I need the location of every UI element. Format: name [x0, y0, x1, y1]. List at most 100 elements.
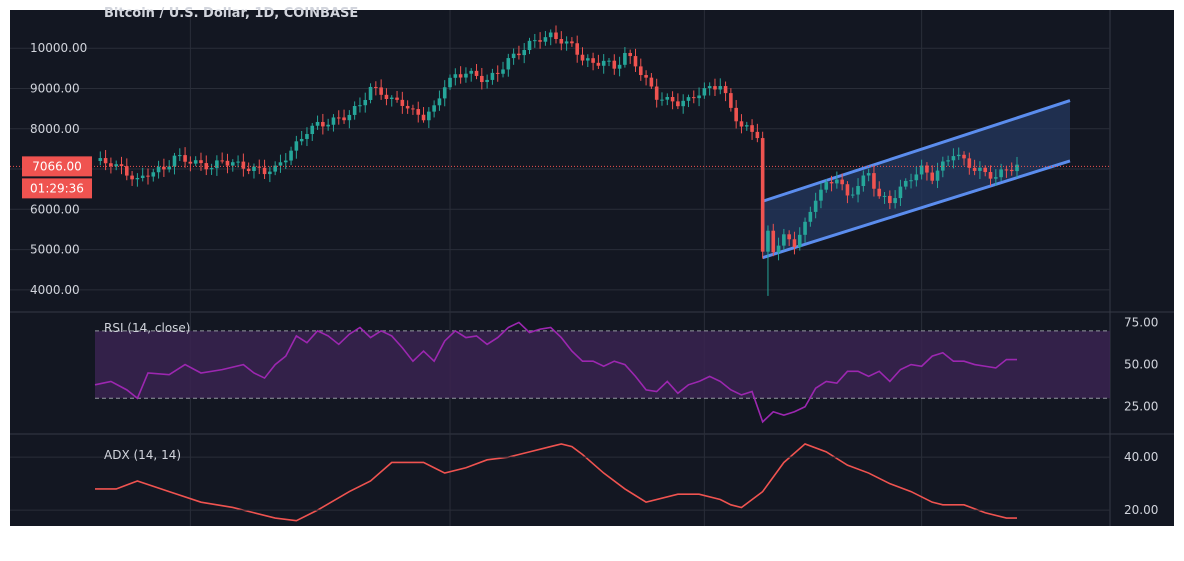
candle — [898, 179, 903, 206]
candle — [543, 31, 548, 46]
candle — [533, 33, 537, 48]
rsi-tick-label: 75.00 — [1124, 315, 1158, 329]
candle — [1009, 162, 1014, 176]
candle-body — [268, 171, 272, 175]
candle — [580, 47, 585, 66]
chart-title: Bitcoin / U.S. Dollar, 1D, COINBASE — [104, 6, 358, 21]
candle-body — [305, 134, 309, 139]
last-price-tag — [22, 156, 92, 177]
adx-tick-label: 20.00 — [1124, 503, 1158, 517]
candle-body — [840, 179, 844, 185]
candle-body — [225, 160, 230, 166]
candle — [702, 82, 707, 99]
candle — [808, 206, 813, 227]
rsi-line — [94, 321, 1018, 424]
candle-body — [146, 175, 150, 177]
candle-body — [665, 96, 670, 100]
candle-body — [358, 105, 362, 107]
candle-body — [729, 93, 733, 108]
candle-body — [299, 138, 304, 142]
candle-body — [188, 161, 193, 164]
candle — [835, 171, 839, 189]
candle — [199, 152, 203, 171]
candle — [427, 107, 431, 129]
candle — [146, 168, 150, 185]
candle-body — [495, 72, 500, 74]
candle — [707, 82, 712, 96]
candle-body — [421, 114, 426, 121]
candle — [374, 81, 378, 96]
candle-body — [294, 141, 299, 151]
candle-body — [230, 162, 235, 166]
candle-body — [893, 198, 897, 204]
candle — [305, 127, 309, 147]
candle-body — [771, 230, 776, 253]
candle — [230, 159, 235, 172]
candle — [188, 156, 193, 172]
candle-body — [850, 194, 855, 196]
candle — [268, 166, 272, 183]
candle-body — [135, 177, 140, 180]
bar-countdown: 01:29:36 — [30, 181, 84, 195]
candle — [882, 191, 887, 204]
candle-body — [114, 164, 118, 167]
candle — [103, 150, 108, 171]
candle — [448, 74, 452, 91]
candle — [236, 155, 240, 168]
channel-upper-line[interactable] — [762, 99, 1071, 203]
candle-body — [315, 121, 320, 126]
rsi-indicator-label[interactable]: RSI (14, close) — [104, 321, 190, 335]
candle — [962, 151, 966, 166]
candle-body — [432, 105, 436, 112]
candle-body — [172, 155, 177, 167]
channel-lower-line[interactable] — [762, 159, 1071, 260]
candle-body — [278, 162, 283, 166]
candle — [469, 68, 474, 82]
candle — [299, 130, 304, 146]
candle-body — [835, 179, 839, 184]
candle-body — [252, 166, 256, 172]
candle-body — [734, 107, 738, 122]
candle-body — [988, 172, 993, 179]
candle — [755, 123, 760, 143]
candle-body — [103, 158, 108, 164]
candle — [347, 110, 352, 129]
candle — [522, 43, 527, 64]
candle — [681, 94, 685, 114]
candle — [596, 54, 601, 69]
candle-body — [654, 86, 659, 100]
candle-body — [204, 163, 209, 170]
candle-body — [162, 166, 166, 170]
candle — [352, 101, 357, 120]
candle — [135, 173, 140, 187]
candle-body — [776, 245, 781, 253]
candle — [601, 54, 606, 74]
candle-body — [458, 74, 463, 78]
candle-body — [321, 121, 325, 127]
candle-body — [241, 161, 246, 169]
candle-body — [427, 111, 431, 121]
candle-body — [326, 124, 330, 127]
candle — [771, 223, 776, 257]
candle-body — [744, 125, 749, 127]
candle — [978, 161, 982, 179]
candle — [670, 91, 675, 110]
candle-body — [199, 160, 203, 164]
candle-body — [983, 167, 988, 173]
candle — [893, 190, 897, 209]
candle-body — [517, 53, 521, 56]
candle-body — [999, 169, 1003, 178]
candle — [98, 151, 103, 166]
candle — [819, 182, 823, 209]
candle-body — [829, 182, 834, 184]
candle — [723, 81, 728, 102]
candle — [151, 168, 156, 182]
candle — [744, 121, 749, 131]
candle — [914, 166, 919, 187]
candle-body — [660, 99, 664, 101]
adx-indicator-label[interactable]: ADX (14, 14) — [104, 448, 181, 462]
candle — [559, 31, 564, 51]
candle — [824, 179, 829, 193]
candle-body — [490, 72, 495, 80]
